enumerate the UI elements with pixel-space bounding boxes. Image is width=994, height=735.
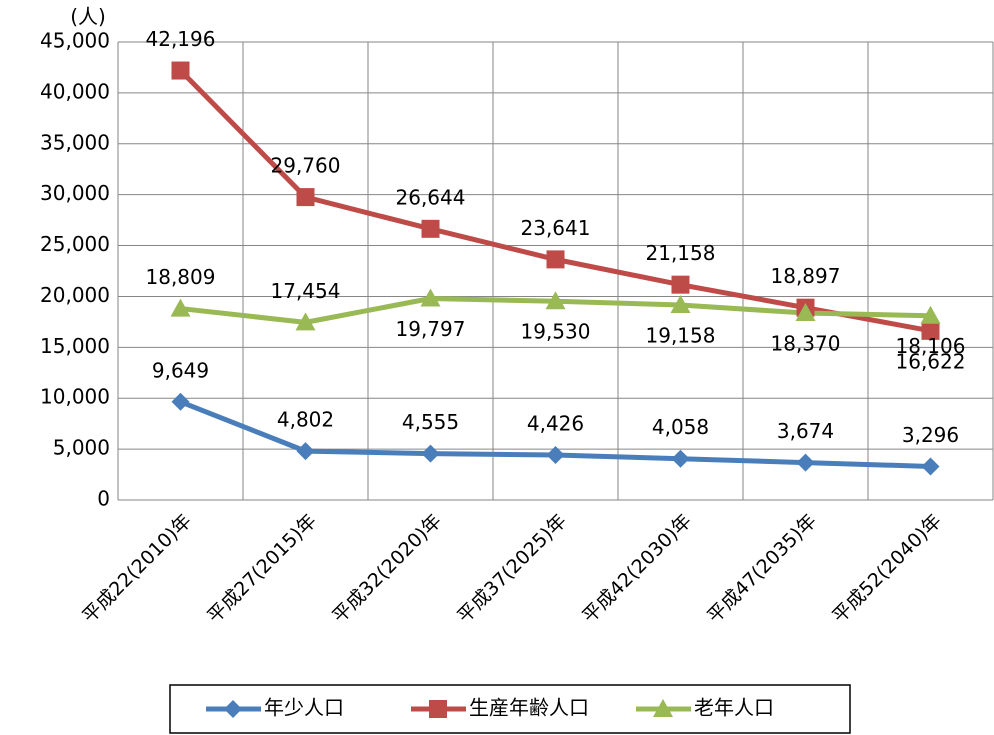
marker xyxy=(920,305,941,324)
marker xyxy=(170,298,191,317)
data-label: 18,370 xyxy=(771,332,841,356)
data-label: 18,106 xyxy=(896,334,966,358)
marker xyxy=(171,392,190,411)
marker xyxy=(546,445,565,464)
y-tick-label: 10,000 xyxy=(40,385,110,409)
x-tick-label: 平成22(2010)年 xyxy=(78,510,196,628)
data-label: 4,426 xyxy=(527,411,584,435)
y-tick-label: 20,000 xyxy=(40,283,110,307)
marker xyxy=(795,303,816,322)
data-label: 26,644 xyxy=(396,185,466,209)
data-label: 18,897 xyxy=(771,264,841,288)
y-axis-label: (人) xyxy=(70,5,106,29)
y-tick-label: 25,000 xyxy=(40,232,110,256)
marker xyxy=(670,295,691,314)
marker xyxy=(921,457,940,476)
data-label: 19,158 xyxy=(646,324,716,348)
data-label: 9,649 xyxy=(152,358,209,382)
marker xyxy=(653,699,673,717)
marker xyxy=(295,312,316,331)
data-label: 16,622 xyxy=(896,349,966,373)
y-tick-label: 15,000 xyxy=(40,334,110,358)
x-tick-label: 平成47(2035)年 xyxy=(703,510,821,628)
marker xyxy=(671,449,690,468)
marker xyxy=(671,275,690,294)
x-tick-label: 平成37(2025)年 xyxy=(453,510,571,628)
data-label: 19,797 xyxy=(396,317,466,341)
data-label: 29,760 xyxy=(271,154,341,178)
data-label: 23,641 xyxy=(521,216,591,240)
marker xyxy=(796,453,815,472)
legend-box xyxy=(169,684,851,734)
marker xyxy=(545,291,566,310)
x-tick-label: 平成27(2015)年 xyxy=(203,510,321,628)
data-label: 19,530 xyxy=(521,320,591,344)
marker xyxy=(296,188,315,207)
marker xyxy=(421,444,440,463)
data-label: 4,802 xyxy=(277,408,334,432)
marker xyxy=(429,700,447,718)
marker xyxy=(296,442,315,461)
marker xyxy=(921,321,940,340)
y-tick-label: 35,000 xyxy=(40,130,110,154)
legend-label: 年少人口 xyxy=(264,696,344,720)
data-label: 17,454 xyxy=(271,279,341,303)
data-label: 3,674 xyxy=(777,419,834,443)
y-tick-label: 30,000 xyxy=(40,181,110,205)
marker xyxy=(420,288,441,307)
y-tick-label: 45,000 xyxy=(40,29,110,53)
marker xyxy=(421,219,440,238)
x-tick-label: 平成32(2020)年 xyxy=(328,510,446,628)
data-label: 4,058 xyxy=(652,415,709,439)
marker xyxy=(224,700,242,718)
legend-label: 生産年齢人口 xyxy=(469,696,589,720)
y-tick-label: 40,000 xyxy=(40,79,110,103)
data-label: 3,296 xyxy=(902,423,959,447)
x-tick-label: 平成52(2040)年 xyxy=(828,510,946,628)
marker xyxy=(171,61,190,80)
legend-label: 老年人口 xyxy=(694,696,774,720)
x-tick-label: 平成42(2030)年 xyxy=(578,510,696,628)
y-tick-label: 5,000 xyxy=(53,436,110,460)
data-label: 21,158 xyxy=(646,241,716,265)
y-tick-label: 0 xyxy=(97,487,110,511)
marker xyxy=(546,250,565,269)
data-label: 18,809 xyxy=(146,265,216,289)
data-label: 42,196 xyxy=(146,27,216,51)
data-label: 4,555 xyxy=(402,410,459,434)
